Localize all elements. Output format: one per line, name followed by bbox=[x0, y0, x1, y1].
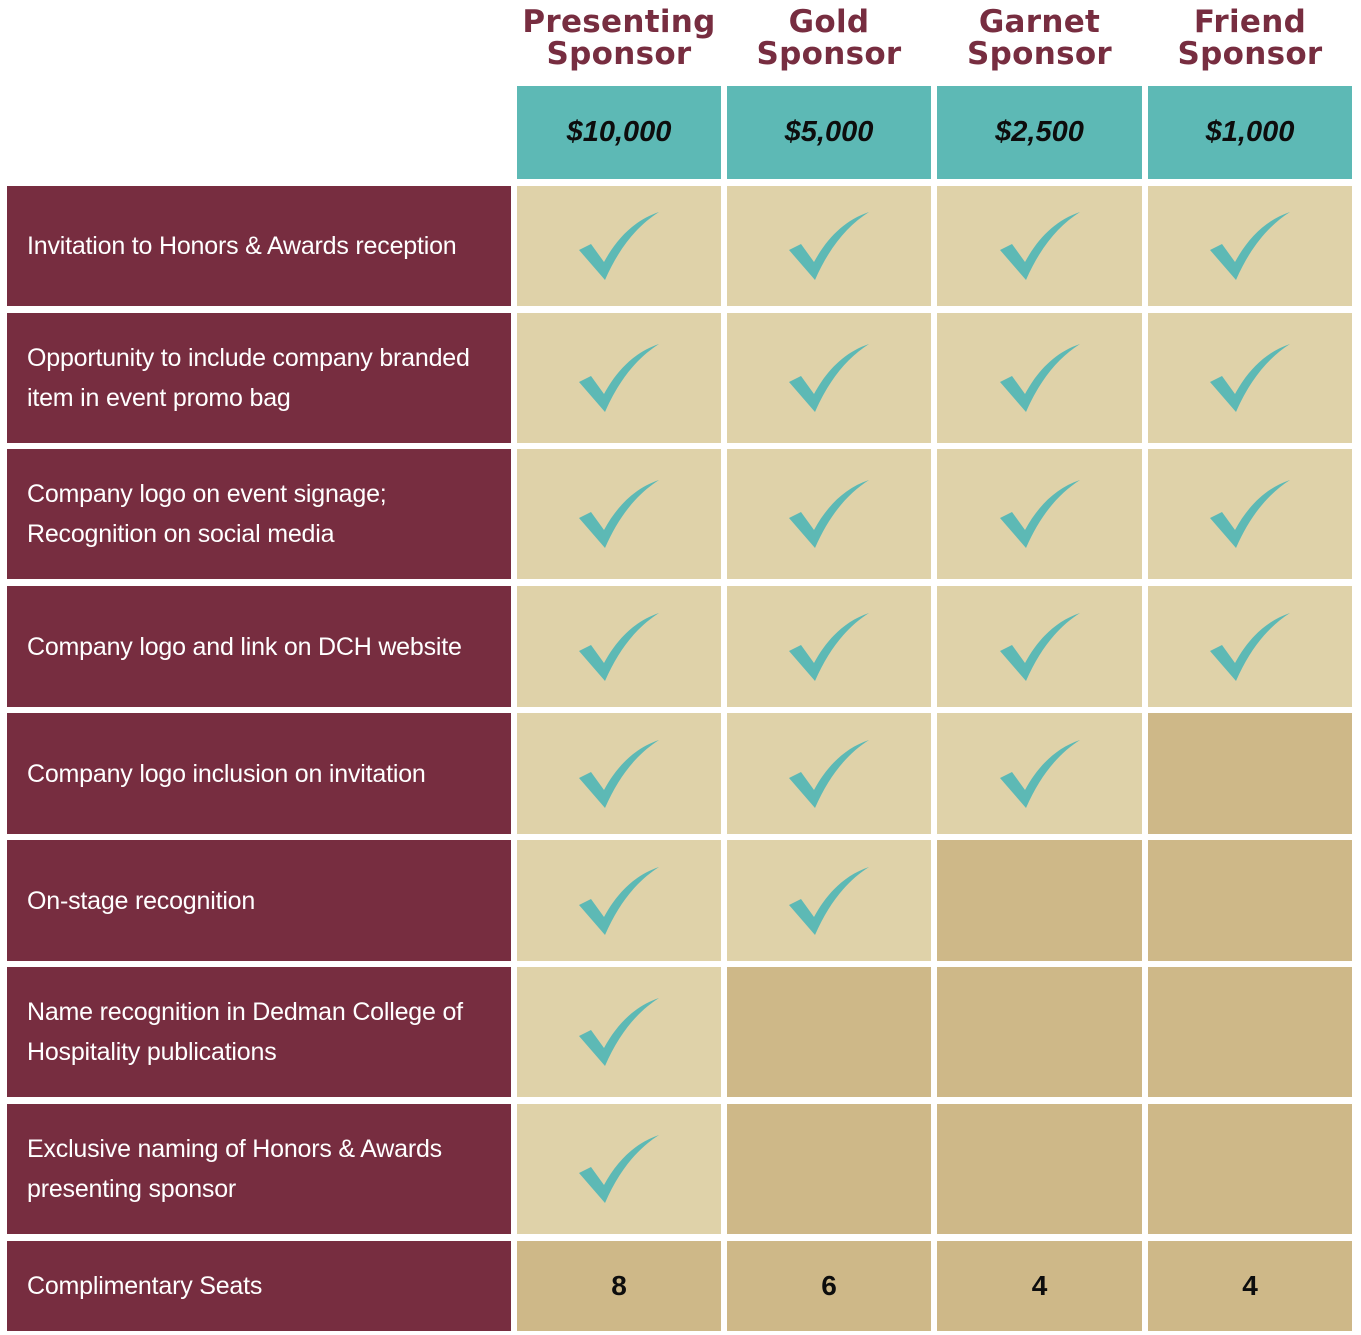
benefit-included-cell bbox=[517, 186, 721, 306]
benefit-included-cell bbox=[517, 586, 721, 707]
seats-cell-4: 4 bbox=[1148, 1241, 1352, 1331]
benefit-included-cell bbox=[937, 186, 1142, 306]
benefit-empty-cell bbox=[727, 967, 931, 1097]
benefit-included-cell bbox=[727, 713, 931, 834]
benefit-text: Opportunity to include company branded i… bbox=[27, 344, 470, 412]
checkmark-icon bbox=[789, 212, 869, 280]
checkmark-icon bbox=[789, 866, 869, 935]
benefit-included-cell bbox=[1148, 313, 1352, 443]
benefit-included-cell bbox=[517, 1104, 721, 1234]
benefit-label-7: Name recognition in Dedman College of Ho… bbox=[7, 967, 511, 1097]
benefit-included-cell bbox=[727, 313, 931, 443]
benefit-included-cell bbox=[937, 313, 1142, 443]
checkmark-icon bbox=[1210, 212, 1290, 280]
seats-value: 6 bbox=[821, 1270, 837, 1301]
tier-name-1: Presenting Sponsor bbox=[522, 4, 716, 72]
benefit-included-cell bbox=[517, 967, 721, 1097]
benefit-empty-cell bbox=[727, 1104, 931, 1234]
benefit-included-cell bbox=[517, 713, 721, 834]
benefit-included-cell bbox=[1148, 586, 1352, 707]
tier-price: $10,000 bbox=[566, 116, 672, 148]
benefit-label-2: Opportunity to include company branded i… bbox=[7, 313, 511, 443]
checkmark-icon bbox=[579, 739, 659, 808]
benefit-included-cell bbox=[517, 449, 721, 579]
checkmark-icon bbox=[789, 739, 869, 808]
benefit-label-3: Company logo on event signage; Recogniti… bbox=[7, 449, 511, 579]
benefit-text: Company logo on event signage; Recogniti… bbox=[27, 480, 387, 548]
seats-value: 4 bbox=[1031, 1270, 1048, 1301]
checkmark-icon bbox=[789, 480, 869, 548]
checkmark-icon bbox=[999, 612, 1080, 681]
benefit-included-cell bbox=[727, 840, 931, 961]
tier-price-cell-3: $2,500 bbox=[937, 86, 1142, 179]
checkmark-icon bbox=[1210, 612, 1290, 681]
benefit-text: Company logo inclusion on invitation bbox=[27, 759, 426, 788]
benefit-included-cell bbox=[937, 586, 1142, 707]
benefit-empty-cell bbox=[1148, 713, 1352, 834]
checkmark-icon bbox=[579, 1135, 659, 1203]
seats-value: 4 bbox=[1242, 1270, 1258, 1301]
checkmark-icon bbox=[1210, 344, 1290, 412]
benefit-included-cell bbox=[937, 449, 1142, 579]
benefit-included-cell bbox=[517, 840, 721, 961]
tier-price: $1,000 bbox=[1205, 116, 1295, 148]
seats-cell-1: 8 bbox=[517, 1241, 721, 1331]
checkmark-icon bbox=[999, 344, 1080, 412]
benefit-label-6: On-stage recognition bbox=[7, 840, 511, 961]
benefit-included-cell bbox=[517, 313, 721, 443]
checkmark-icon bbox=[579, 344, 659, 412]
seats-value: 8 bbox=[611, 1270, 627, 1301]
benefit-label-8: Exclusive naming of Honors & Awards pres… bbox=[7, 1104, 511, 1234]
checkmark-icon bbox=[579, 612, 659, 681]
checkmark-icon bbox=[579, 866, 659, 935]
benefit-empty-cell bbox=[1148, 967, 1352, 1097]
checkmark-icon bbox=[999, 480, 1080, 548]
checkmark-icon bbox=[579, 212, 659, 280]
benefit-label-5: Company logo inclusion on invitation bbox=[7, 713, 511, 834]
benefit-empty-cell bbox=[937, 1104, 1142, 1234]
tier-name-2: Gold Sponsor bbox=[756, 4, 902, 72]
benefit-empty-cell bbox=[937, 840, 1142, 961]
checkmark-icon bbox=[999, 739, 1080, 808]
tier-price: $5,000 bbox=[784, 116, 874, 148]
tier-name-3: Garnet Sponsor bbox=[966, 4, 1113, 72]
tier-price-cell-1: $10,000 bbox=[517, 86, 721, 179]
benefit-included-cell bbox=[937, 713, 1142, 834]
tier-price-cell-2: $5,000 bbox=[727, 86, 931, 179]
checkmark-icon bbox=[789, 612, 869, 681]
tier-name-4: Friend Sponsor bbox=[1177, 4, 1323, 72]
tier-price: $2,500 bbox=[995, 116, 1084, 148]
benefit-label-1: Invitation to Honors & Awards reception bbox=[7, 186, 511, 306]
benefit-included-cell bbox=[1148, 186, 1352, 306]
seats-cell-3: 4 bbox=[937, 1241, 1142, 1331]
benefit-empty-cell bbox=[937, 967, 1142, 1097]
benefit-included-cell bbox=[1148, 449, 1352, 579]
benefit-included-cell bbox=[727, 586, 931, 707]
checkmark-icon bbox=[579, 998, 659, 1066]
benefit-empty-cell bbox=[1148, 1104, 1352, 1234]
benefit-included-cell bbox=[727, 449, 931, 579]
benefit-included-cell bbox=[727, 186, 931, 306]
seats-label: Complimentary Seats bbox=[7, 1241, 511, 1331]
benefit-text: On-stage recognition bbox=[27, 886, 256, 915]
seats-text: Complimentary Seats bbox=[27, 1272, 263, 1300]
checkmark-icon bbox=[1210, 480, 1290, 548]
benefit-label-4: Company logo and link on DCH website bbox=[7, 586, 511, 707]
benefit-text: Company logo and link on DCH website bbox=[27, 632, 462, 661]
seats-cell-2: 6 bbox=[727, 1241, 931, 1331]
benefit-empty-cell bbox=[1148, 840, 1352, 961]
benefit-text: Invitation to Honors & Awards reception bbox=[27, 232, 457, 260]
benefit-text: Name recognition in Dedman College of Ho… bbox=[27, 998, 463, 1066]
checkmark-icon bbox=[999, 212, 1080, 280]
tier-price-cell-4: $1,000 bbox=[1148, 86, 1352, 179]
benefit-text: Exclusive naming of Honors & Awards pres… bbox=[27, 1135, 442, 1203]
checkmark-icon bbox=[789, 344, 869, 412]
checkmark-icon bbox=[579, 480, 659, 548]
